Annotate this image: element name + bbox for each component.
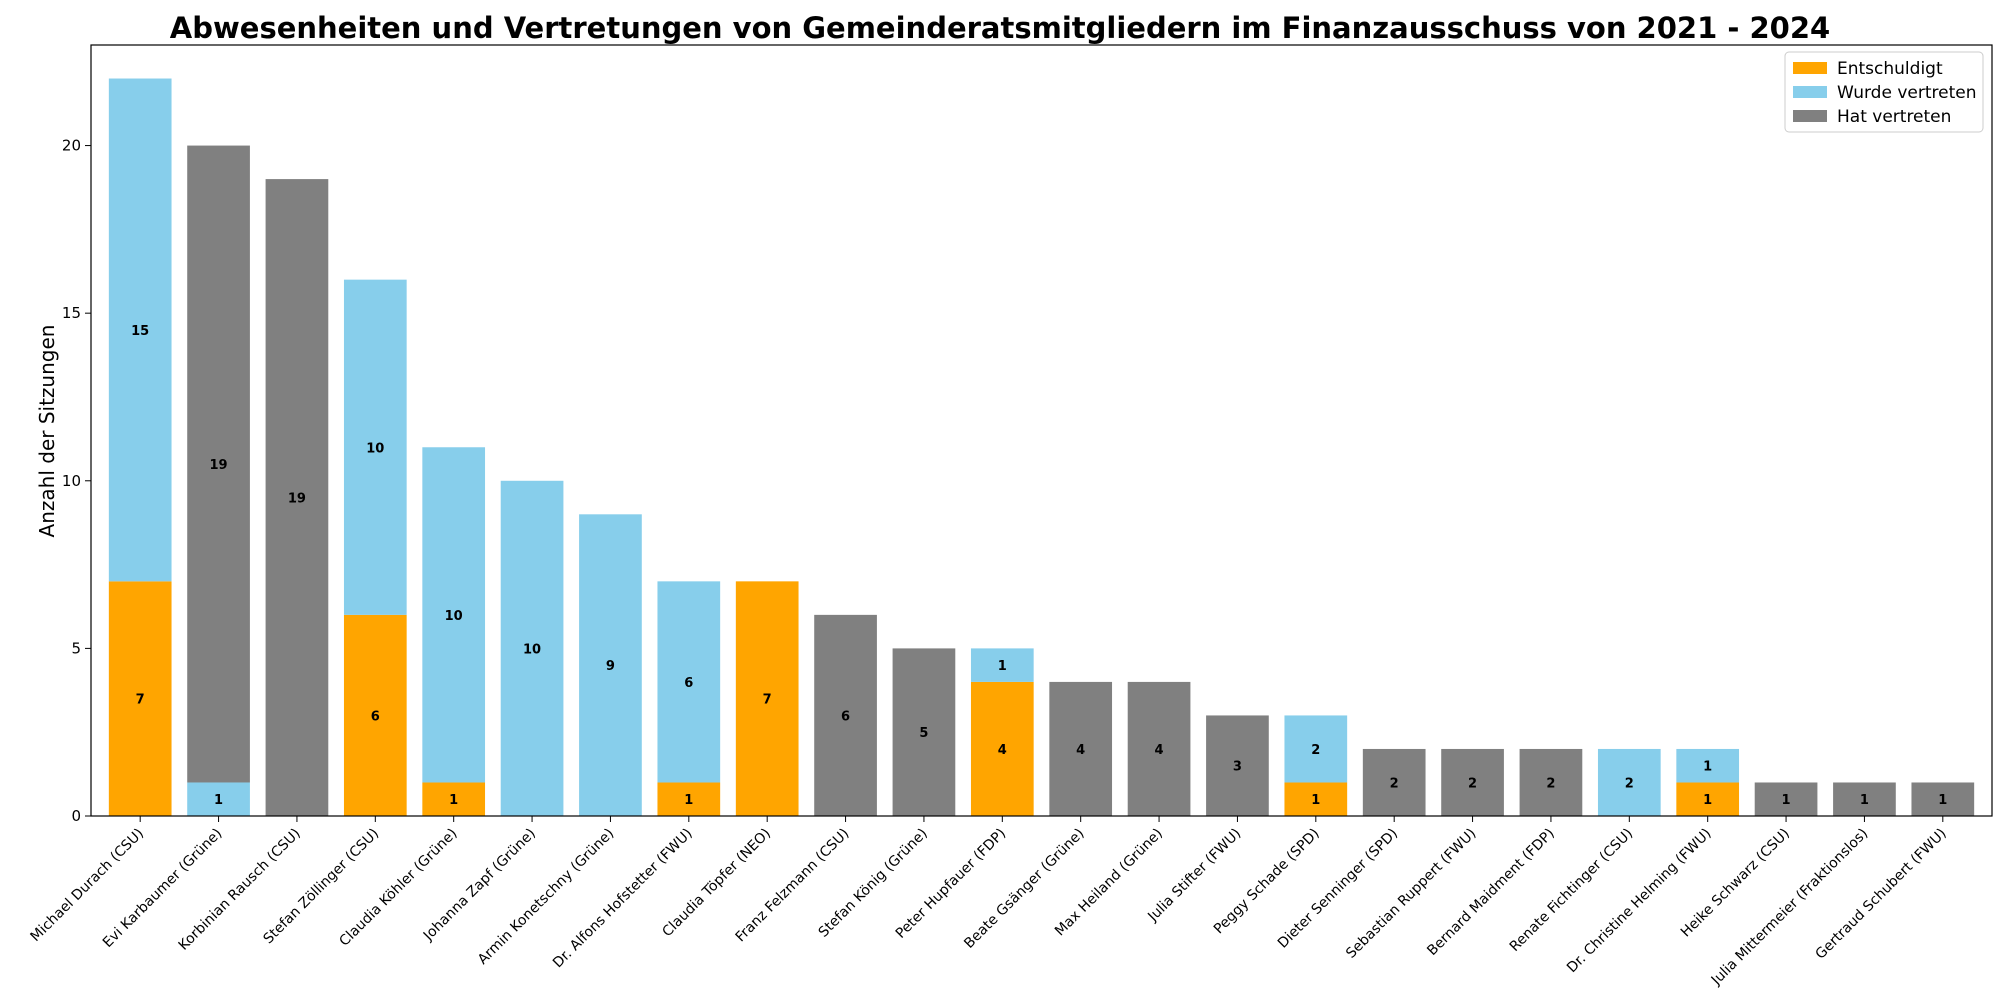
data-label: 7 bbox=[136, 693, 145, 708]
bar-segment bbox=[1206, 715, 1269, 816]
bar-segment bbox=[1127, 681, 1191, 816]
y-axis-label: Anzahl der Sitzungen bbox=[35, 325, 59, 538]
x-tick-label: Dr. Christine Helming (FWU) bbox=[1564, 826, 1715, 977]
bar-segment bbox=[657, 782, 721, 816]
data-label: 1 bbox=[449, 793, 458, 808]
data-label: 19 bbox=[288, 492, 306, 507]
data-label: 6 bbox=[841, 709, 850, 724]
x-tick-label: Armin Konetschny (Grüne) bbox=[475, 826, 617, 968]
legend: Entschuldigt Wurde vertreten Hat vertreten bbox=[1784, 51, 1984, 133]
legend-label: Hat vertreten bbox=[1837, 107, 1951, 127]
y-tick-label: 5 bbox=[71, 639, 81, 657]
data-label: 4 bbox=[1155, 743, 1164, 758]
data-label: 2 bbox=[1546, 776, 1555, 791]
x-tick-label: Sebastian Ruppert (FWU) bbox=[1343, 826, 1479, 962]
bar-segment bbox=[422, 782, 486, 816]
bar-segment bbox=[187, 145, 250, 783]
bar-segment bbox=[1676, 782, 1740, 816]
chart-title: Abwesenheiten und Vertretungen von Gemei… bbox=[170, 11, 1830, 45]
bar-segment bbox=[1284, 782, 1348, 816]
bar-segment bbox=[1362, 748, 1426, 816]
bar-segment bbox=[892, 648, 956, 816]
data-label: 4 bbox=[1076, 743, 1085, 758]
bar-segment bbox=[970, 681, 1034, 816]
bar-segment bbox=[500, 480, 564, 816]
data-label: 3 bbox=[1233, 760, 1242, 775]
data-label: 1 bbox=[214, 793, 223, 808]
bar-segment bbox=[657, 581, 721, 783]
data-label: 4 bbox=[998, 743, 1007, 758]
y-tick-label: 10 bbox=[62, 472, 81, 490]
data-label: 7 bbox=[763, 693, 772, 708]
bar-segment bbox=[187, 782, 250, 816]
data-label: 19 bbox=[210, 458, 228, 473]
data-label: 15 bbox=[131, 324, 149, 339]
data-label: 1 bbox=[1938, 793, 1947, 808]
legend-label: Entschuldigt bbox=[1837, 59, 1943, 79]
data-label: 10 bbox=[445, 609, 463, 624]
bar-segment bbox=[1911, 782, 1975, 816]
bar-segment bbox=[735, 581, 799, 816]
data-label: 1 bbox=[1311, 793, 1320, 808]
plot-frame bbox=[90, 44, 1993, 817]
bar-segment bbox=[1754, 782, 1818, 816]
data-label: 6 bbox=[371, 709, 380, 724]
data-label: 1 bbox=[998, 659, 1007, 674]
y-tick-label: 20 bbox=[62, 137, 81, 155]
bar-segment bbox=[1284, 715, 1348, 783]
bar-segment bbox=[343, 279, 407, 615]
bar-segment bbox=[422, 447, 486, 783]
data-label: 10 bbox=[523, 642, 541, 657]
bar-segment bbox=[1833, 782, 1896, 816]
data-label: 9 bbox=[606, 659, 615, 674]
data-label: 6 bbox=[684, 676, 693, 691]
bar-segment bbox=[1441, 748, 1504, 816]
bar-segment bbox=[343, 614, 407, 816]
y-tick-label: 0 bbox=[71, 807, 81, 825]
bar-segment bbox=[108, 581, 172, 816]
bar-segment bbox=[265, 179, 329, 816]
bar-segment bbox=[814, 614, 877, 816]
legend-swatch bbox=[1793, 110, 1827, 122]
legend-swatch bbox=[1793, 62, 1827, 74]
bar-segment bbox=[579, 514, 642, 816]
legend-label: Wurde vertreten bbox=[1837, 83, 1976, 103]
x-tick-label: Bernard Maidment (FDP) bbox=[1424, 826, 1557, 959]
data-label: 2 bbox=[1625, 776, 1634, 791]
data-label: 10 bbox=[366, 441, 384, 456]
data-label: 1 bbox=[684, 793, 693, 808]
data-label: 1 bbox=[1703, 793, 1712, 808]
bar-segment bbox=[970, 648, 1034, 682]
data-label: 1 bbox=[1860, 793, 1869, 808]
legend-swatch bbox=[1793, 86, 1827, 98]
x-tick-label: Dr. Alfons Hofstetter (FWU) bbox=[550, 826, 696, 972]
y-tick-label: 15 bbox=[62, 304, 81, 322]
data-label: 5 bbox=[919, 726, 928, 741]
data-label: 1 bbox=[1703, 760, 1712, 775]
x-tick-label: Julia Mittermeier (Fraktionslos) bbox=[1708, 826, 1871, 989]
bar-segment bbox=[1676, 748, 1740, 783]
data-label: 2 bbox=[1311, 743, 1320, 758]
bar-segment bbox=[1049, 681, 1113, 816]
bar-segment bbox=[1519, 748, 1583, 816]
data-label: 1 bbox=[1782, 793, 1791, 808]
bar-segment bbox=[108, 78, 172, 582]
data-label: 2 bbox=[1390, 776, 1399, 791]
bar-segment bbox=[1597, 748, 1661, 816]
legend-box bbox=[1784, 51, 1984, 133]
x-tick-label: Gertraud Schubert (FWU) bbox=[1813, 826, 1950, 963]
data-label: 2 bbox=[1468, 776, 1477, 791]
